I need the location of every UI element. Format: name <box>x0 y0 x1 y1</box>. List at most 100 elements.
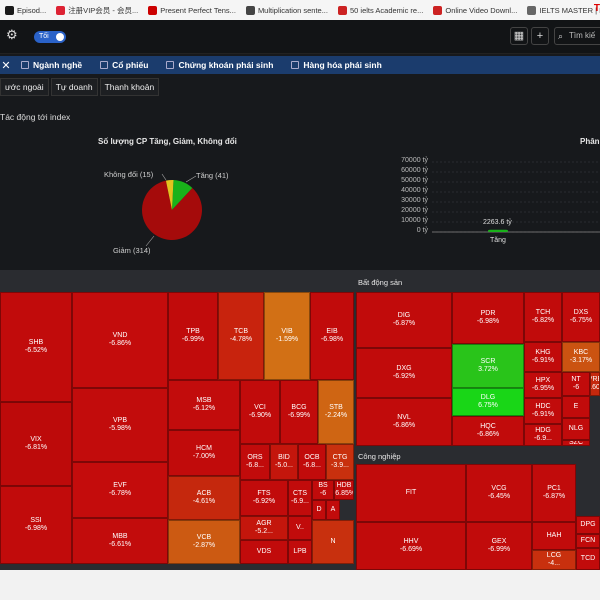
bookmark-item[interactable]: IELTS MASTER | IELT... <box>522 0 600 20</box>
theme-toggle[interactable]: Tối <box>34 31 66 43</box>
tab-chung-khoan-phai-sinh[interactable]: Chứng khoán phái sinh <box>157 56 282 74</box>
heatmap-cell[interactable]: MBB -6.61% <box>72 518 168 564</box>
heatmap-cell[interactable]: HHV -6.69% <box>356 522 466 570</box>
heatmap-cell[interactable]: LPB <box>288 540 312 564</box>
heatmap-cell[interactable]: SZC <box>562 440 590 446</box>
heatmap-cell[interactable]: DLG 6.75% <box>452 388 524 416</box>
heatmap-cell[interactable]: SSI -6.98% <box>0 486 72 564</box>
heatmap-cell[interactable]: HDB -6.85% <box>334 480 354 500</box>
heatmap-cell[interactable]: TCH -6.82% <box>524 292 562 342</box>
bookmark-item[interactable]: Online Video Downl... <box>428 0 522 20</box>
bar-tăng[interactable] <box>488 229 508 232</box>
heatmap-cell[interactable]: VPB -5.98% <box>72 388 168 462</box>
heatmap-cell[interactable]: FCN <box>576 534 600 548</box>
heatmap-cell[interactable]: FTS -6.92% <box>240 480 288 516</box>
pie-slice-tăng[interactable] <box>172 180 193 210</box>
bookmark-item[interactable]: Multiplication sente... <box>241 0 333 20</box>
heatmap-cell[interactable]: VRE-4.60% <box>590 372 600 396</box>
heatmap-cell[interactable]: LCG -4... <box>532 550 576 570</box>
bookmark-item[interactable]: Episod... <box>0 0 51 20</box>
gear-icon[interactable]: ⚙ <box>6 27 18 42</box>
heatmap-cell[interactable]: TPB -6.99% <box>168 292 218 380</box>
close-icon[interactable]: ✕ <box>1 59 11 72</box>
heatmap-cell[interactable]: CTG -3.9... <box>326 444 354 480</box>
cell-ticker: GEX <box>491 538 507 545</box>
heatmap-cell[interactable]: TCB -4.78% <box>218 292 264 380</box>
heatmap-cell[interactable]: MSB -6.12% <box>168 380 240 430</box>
heatmap-cell[interactable]: DPG <box>576 516 600 534</box>
subtab-tu-doanh[interactable]: Tự doanh <box>50 78 98 96</box>
pie-leader-line <box>161 173 167 181</box>
heatmap-cell[interactable]: STB -2.24% <box>318 380 354 444</box>
cell-ticker: HAH <box>546 532 562 539</box>
heatmap-cell[interactable]: KBC -3.17% <box>562 342 600 372</box>
heatmap-cell[interactable]: HCM -7.00% <box>168 430 240 476</box>
heatmap-cell[interactable]: D <box>312 500 326 520</box>
heatmap-cell[interactable]: OCB -6.8... <box>298 444 326 480</box>
sector-header-bat-dong-san: Bất động sản <box>355 276 600 290</box>
pie-slice-giảm[interactable] <box>142 180 202 240</box>
bookmark-item[interactable]: 50 ielts Academic re... <box>333 0 428 20</box>
cell-change: 6.75% <box>478 402 498 409</box>
heatmap-cell[interactable]: FIT <box>356 464 466 522</box>
heatmap-cell[interactable]: DXS -6.75% <box>562 292 600 342</box>
heatmap-cell[interactable]: N <box>312 520 354 564</box>
heatmap-cell[interactable]: BCG -6.99% <box>280 380 318 444</box>
bookmark-item[interactable]: 注册VIP会员 - 会员... <box>51 0 143 20</box>
tab-co-phieu[interactable]: Cổ phiếu <box>91 56 157 74</box>
heatmap-cell[interactable]: HDG -6.9... <box>524 424 562 446</box>
heatmap-cell[interactable]: TCD <box>576 548 600 570</box>
heatmap-cell[interactable]: BID -5.0... <box>270 444 298 480</box>
heatmap-cell[interactable]: SHB -6.52% <box>0 292 72 402</box>
heatmap-cell[interactable]: DXG -6.92% <box>356 348 452 398</box>
heatmap-cell[interactable]: SCR 3.72% <box>452 344 524 388</box>
heatmap-cell[interactable]: NT -6 <box>562 372 590 396</box>
bookmark-favicon-icon <box>245 5 255 15</box>
sub-tabs: ước ngoài Tự doanh Thanh khoản <box>0 78 161 96</box>
heatmap-cell[interactable]: PDR -6.98% <box>452 292 524 344</box>
heatmap-cell[interactable]: PC1 -6.87% <box>532 464 576 522</box>
subtab-nuoc-ngoai[interactable]: ước ngoài <box>0 78 49 96</box>
plus-icon: + <box>536 30 544 42</box>
heatmap-cell[interactable]: HQC -6.86% <box>452 416 524 446</box>
heatmap-cell[interactable]: NLG <box>562 418 590 440</box>
bookmark-item[interactable]: Present Perfect Tens... <box>143 0 241 20</box>
heatmap-cell[interactable]: CTS -6.9... <box>288 480 312 516</box>
heatmap-cell[interactable]: VCI -6.90% <box>240 380 280 444</box>
cell-change: -6.82% <box>531 317 555 324</box>
heatmap-cell[interactable]: E <box>562 396 590 418</box>
heatmap-cell[interactable]: GEX -6.99% <box>466 522 532 570</box>
heatmap-cell[interactable]: HAH <box>532 522 576 550</box>
heatmap-cell[interactable]: ACB -4.61% <box>168 476 240 520</box>
heatmap-cell[interactable]: EVF -6.78% <box>72 462 168 518</box>
subtab-thanh-khoan[interactable]: Thanh khoản <box>99 78 160 96</box>
heatmap-cell[interactable]: ORS -6.8... <box>240 444 270 480</box>
heatmap-cell[interactable]: DIG -6.87% <box>356 292 452 348</box>
heatmap-cell[interactable]: HPX -6.95% <box>524 372 562 398</box>
grid-view-button[interactable]: ▦ <box>510 27 528 45</box>
tab-nganh-nghe[interactable]: Ngành nghề <box>12 56 91 74</box>
cell-ticker: CTS <box>293 490 307 497</box>
pie-slice-không-đổi[interactable] <box>165 180 174 210</box>
add-button[interactable]: + <box>531 27 549 45</box>
cell-ticker: N <box>330 538 336 545</box>
heatmap-cell[interactable]: A <box>326 500 340 520</box>
heatmap-cell[interactable]: VCG -6.45% <box>466 464 532 522</box>
heatmap-cell[interactable]: VDS <box>240 540 288 564</box>
heatmap-cell[interactable]: NVL -6.86% <box>356 398 452 446</box>
heatmap-cell[interactable]: VND -6.86% <box>72 292 168 388</box>
heatmap-cell[interactable]: VIB -1.59% <box>264 292 310 380</box>
heatmap-cell[interactable]: KHG -6.91% <box>524 342 562 372</box>
heatmap-cell[interactable]: EIB -6.98% <box>310 292 354 380</box>
heatmap-cell[interactable]: V.. <box>288 516 312 540</box>
cell-change: -6.78% <box>108 490 132 497</box>
heatmap-cell[interactable]: HDC -6.91% <box>524 398 562 424</box>
heatmap-cell[interactable]: VIX -6.81% <box>0 402 72 486</box>
bookmark-truncated-item[interactable]: T <box>593 3 600 14</box>
heatmap-cell[interactable]: BS -6 <box>312 480 334 500</box>
heatmap-cell[interactable]: AGR -5.2... <box>240 516 288 540</box>
tab-hang-hoa-phai-sinh[interactable]: Hàng hóa phái sinh <box>282 56 390 74</box>
heatmap-cell[interactable]: VCB -2.87% <box>168 520 240 564</box>
bookmark-favicon-icon <box>148 5 158 15</box>
search-input[interactable]: ⌕ Tìm kiế <box>554 27 600 45</box>
